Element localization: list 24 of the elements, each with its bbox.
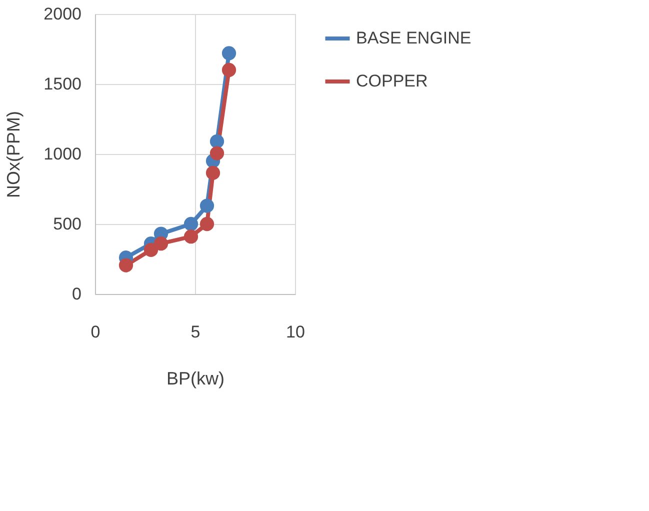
point (200, 216, 214, 232)
point (222, 62, 236, 78)
point (144, 242, 158, 257)
point (200, 198, 214, 213)
point (210, 146, 224, 160)
point (184, 230, 198, 244)
y-axis-title: NOx(PPM) (4, 111, 24, 198)
x-tick-label: 10 (286, 322, 305, 342)
legend-label: BASE ENGINE (356, 28, 472, 48)
x-tick-label: 0 (90, 322, 100, 342)
point (184, 216, 198, 232)
y-tick-label: 2000 (44, 4, 82, 24)
point (118, 258, 134, 272)
x-tick-label: 5 (190, 322, 200, 342)
y-tick-label: 1500 (44, 74, 82, 94)
point (222, 46, 236, 60)
legend-label: COPPER (356, 72, 428, 90)
y-tick-label: 1000 (44, 144, 82, 164)
point (154, 236, 168, 251)
point (206, 166, 220, 180)
x-axis-title: BP(kw) (166, 368, 224, 388)
y-tick-label: 500 (53, 214, 82, 234)
y-tick-label: 0 (72, 284, 82, 304)
point (210, 134, 224, 148)
